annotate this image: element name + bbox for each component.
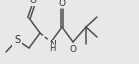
- Text: N: N: [49, 40, 56, 49]
- Text: S: S: [14, 35, 20, 45]
- Text: O: O: [59, 0, 65, 7]
- Text: H: H: [49, 44, 56, 53]
- Text: O: O: [29, 0, 37, 5]
- Text: O: O: [70, 44, 76, 54]
